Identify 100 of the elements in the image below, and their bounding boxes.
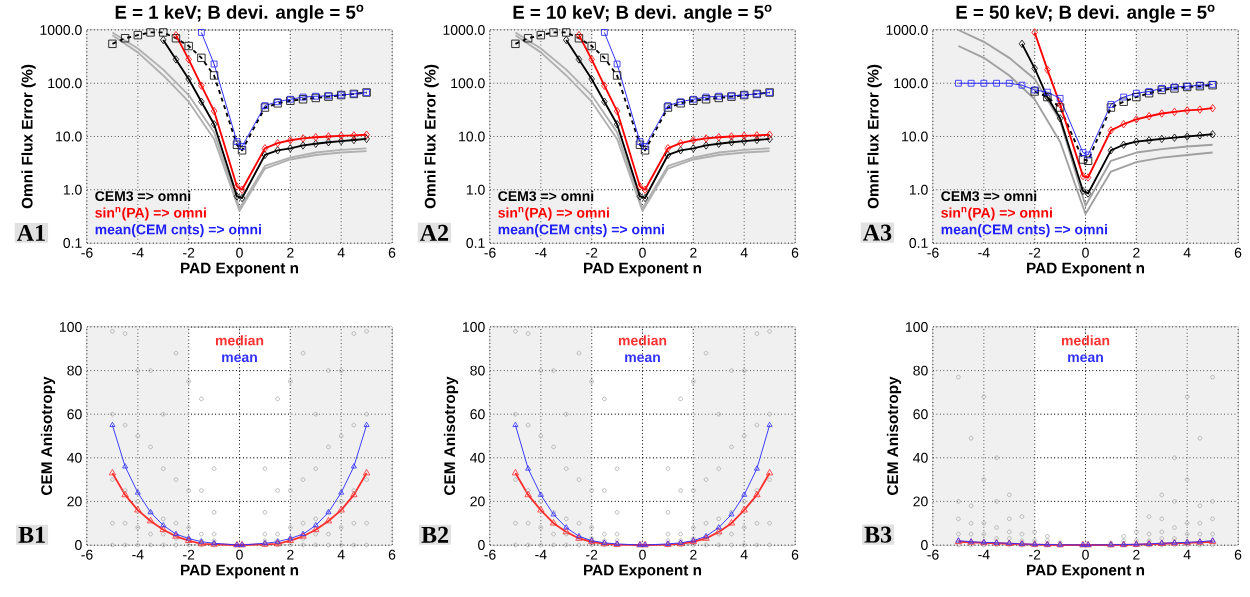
- y-tick-label: 100.0: [48, 78, 82, 89]
- x-tick-label: -2: [183, 549, 195, 560]
- x-tick-label: -2: [1029, 549, 1041, 560]
- x-tick-label: -6: [81, 247, 93, 258]
- y-tick-label: 1.0: [909, 184, 928, 195]
- x-tick-label: 4: [337, 247, 345, 258]
- y-tick-label: 100: [60, 322, 82, 332]
- text: sin$^{n}$(PA) => omni: [498, 206, 609, 221]
- text: sin$^{n}$(PA) => omni: [95, 206, 206, 221]
- y-tick-label: 0: [921, 540, 928, 550]
- x-tick-label: -6: [81, 549, 93, 560]
- y-tick-label: 10.0: [902, 131, 928, 142]
- text: CEM3 => omni: [95, 190, 191, 202]
- x-tick-label: -6: [484, 247, 496, 258]
- y-axis-title: Omni Flux Error (%): [21, 64, 36, 209]
- y-tick-label: 1000.0: [443, 25, 485, 35]
- y-tick-label: 20: [913, 496, 928, 507]
- x-tick-label: -2: [586, 549, 598, 560]
- x-tick-label: 4: [337, 549, 345, 560]
- x-axis-title: PAD Exponent n: [181, 262, 299, 277]
- y-tick-label: 10.0: [459, 131, 485, 142]
- x-tick-label: 6: [1234, 247, 1242, 258]
- x-tick-label: 6: [388, 247, 396, 258]
- y-axis-title: CEM Anisotropy: [40, 376, 56, 495]
- y-tick-label: 1000.0: [886, 25, 928, 35]
- y-tick-label: 20: [67, 496, 82, 507]
- y-tick-label: 0: [75, 540, 82, 550]
- text: CEM3 => omni: [498, 190, 594, 202]
- y-tick-label: 40: [67, 452, 82, 463]
- x-tick-label: -2: [183, 247, 195, 258]
- x-tick-label: 6: [1234, 549, 1242, 560]
- y-tick-label: 0.1: [909, 238, 928, 248]
- x-tick-label: -6: [927, 549, 939, 560]
- y-tick-label: 100.0: [451, 78, 485, 89]
- x-tick-label: 4: [1183, 247, 1191, 258]
- y-tick-label: 40: [913, 452, 928, 463]
- x-tick-label: 0: [236, 247, 243, 258]
- chart-title: E = 10 keV; B devi. angle = 5$^{o}$: [513, 4, 772, 23]
- x-tick-label: 2: [1133, 549, 1140, 560]
- y-tick-label: 60: [470, 409, 485, 420]
- chart-title: E = 50 keV; B devi. angle = 5$^{o}$: [956, 4, 1215, 23]
- x-tick-label: 0: [1082, 247, 1089, 258]
- x-tick-label: -2: [586, 247, 598, 258]
- y-tick-label: 100: [906, 322, 928, 332]
- y-tick-label: 1.0: [466, 184, 485, 195]
- y-tick-label: 80: [470, 365, 485, 376]
- text: mean: [1068, 354, 1103, 363]
- y-axis-title: Omni Flux Error (%): [867, 64, 882, 209]
- text: median: [618, 335, 667, 346]
- x-tick-label: 2: [287, 549, 294, 560]
- x-tick-label: -4: [132, 247, 144, 258]
- y-tick-label: 10.0: [56, 131, 82, 142]
- x-axis-title: PAD Exponent n: [584, 262, 702, 277]
- x-tick-label: -2: [1029, 247, 1041, 258]
- y-tick-label: 80: [67, 365, 82, 376]
- text: mean: [222, 354, 257, 363]
- x-tick-label: -4: [535, 549, 547, 560]
- x-axis-title: PAD Exponent n: [1027, 262, 1145, 277]
- x-axis-title: PAD Exponent n: [584, 564, 702, 579]
- text: B2: [421, 526, 449, 543]
- text: median: [1061, 335, 1110, 346]
- x-tick-label: -4: [978, 247, 990, 258]
- x-axis-title: PAD Exponent n: [1027, 564, 1145, 579]
- x-tick-label: 0: [1082, 549, 1089, 560]
- y-tick-label: 100.0: [894, 78, 928, 89]
- chart-title: E = 1 keV; B devi. angle = 5$^{o}$: [115, 4, 364, 23]
- y-tick-label: 100: [463, 322, 485, 332]
- text: mean(CEM cnts) => omni: [95, 224, 261, 238]
- y-tick-label: 80: [913, 365, 928, 376]
- x-tick-label: 6: [791, 247, 799, 258]
- text: mean: [625, 354, 660, 363]
- y-tick-label: 0.1: [466, 238, 485, 248]
- y-tick-label: 1000.0: [40, 25, 82, 35]
- text: median: [215, 335, 264, 346]
- text: A1: [16, 224, 45, 241]
- x-tick-label: 2: [690, 247, 697, 258]
- y-tick-label: 1.0: [63, 184, 82, 195]
- x-tick-label: 6: [388, 549, 396, 560]
- x-tick-label: 2: [1133, 247, 1140, 258]
- x-tick-label: 4: [740, 549, 748, 560]
- y-tick-label: 0.1: [63, 238, 82, 248]
- y-axis-title: CEM Anisotropy: [443, 376, 459, 495]
- x-tick-label: 0: [639, 247, 646, 258]
- x-axis-title: PAD Exponent n: [181, 564, 299, 579]
- x-tick-label: 4: [1183, 549, 1191, 560]
- x-tick-label: -6: [484, 549, 496, 560]
- x-tick-label: -6: [927, 247, 939, 258]
- y-tick-label: 60: [913, 409, 928, 420]
- y-tick-label: 60: [67, 409, 82, 420]
- x-tick-label: -4: [978, 549, 990, 560]
- text: CEM3 => omni: [941, 190, 1037, 202]
- y-tick-label: 0: [478, 540, 485, 550]
- x-tick-label: -4: [132, 549, 144, 560]
- text: A3: [862, 224, 892, 241]
- x-tick-label: 4: [740, 247, 748, 258]
- text: mean(CEM cnts) => omni: [498, 224, 664, 238]
- x-tick-label: 2: [287, 247, 294, 258]
- x-tick-label: 6: [791, 549, 799, 560]
- y-tick-label: 40: [470, 452, 485, 463]
- text: B1: [18, 526, 45, 543]
